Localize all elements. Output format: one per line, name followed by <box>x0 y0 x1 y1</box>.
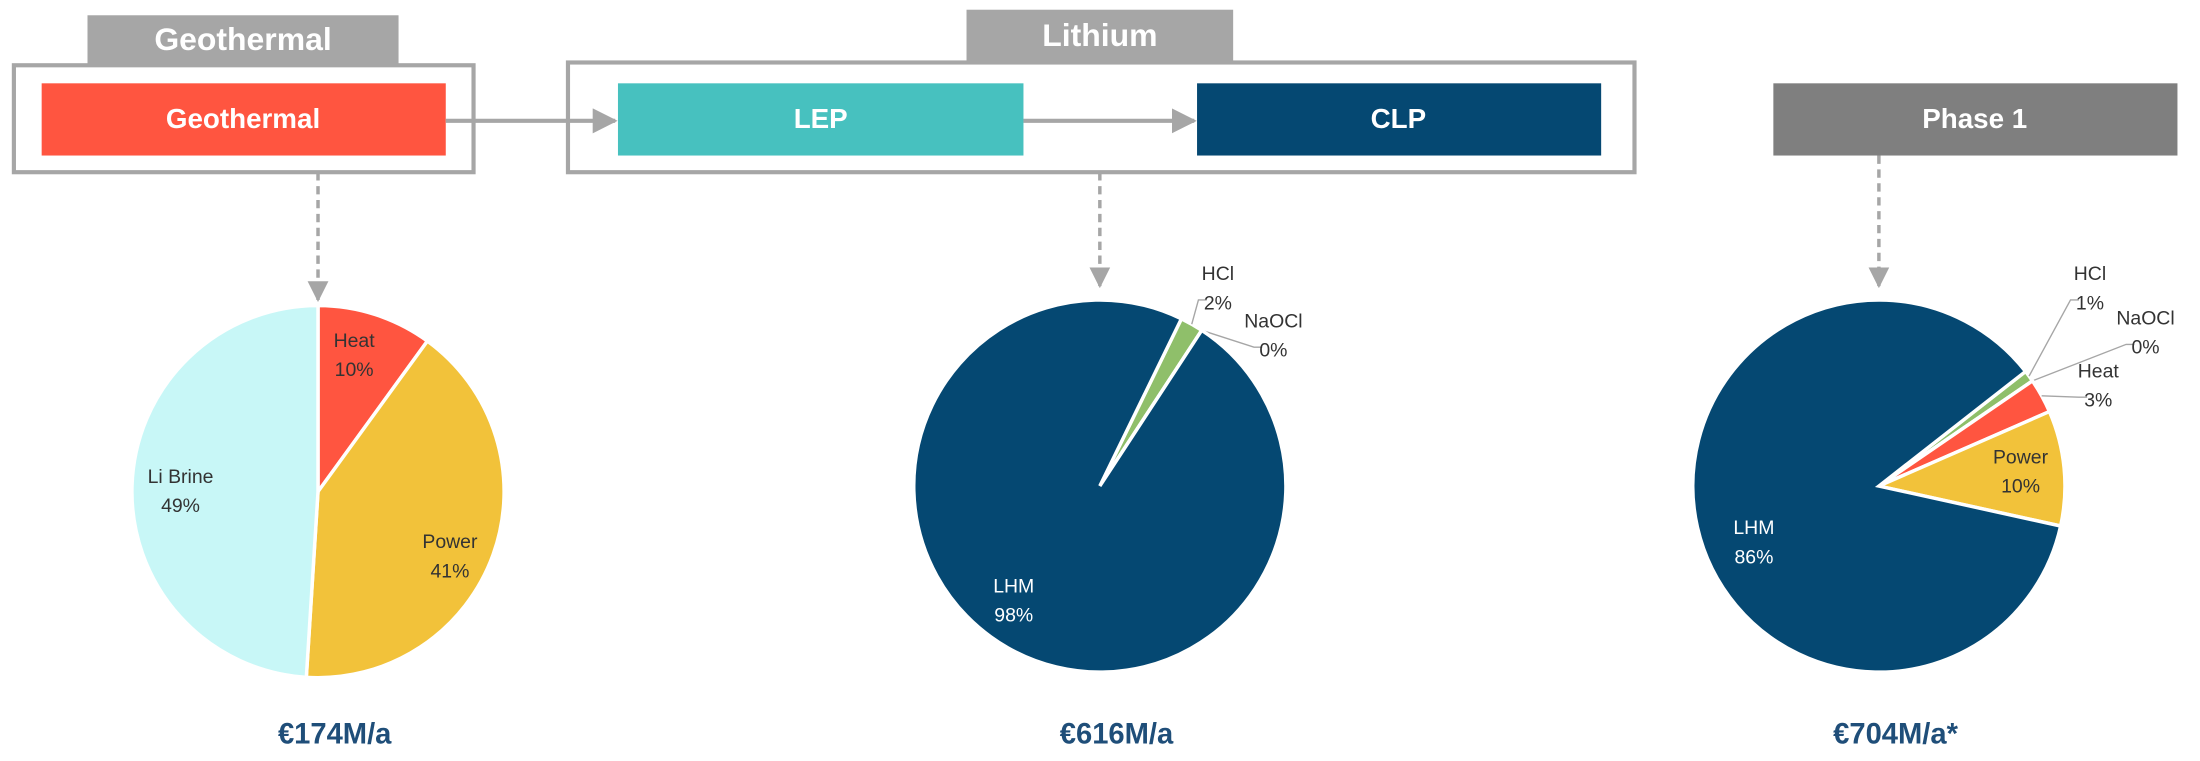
slice-value: 0% <box>1259 339 1287 361</box>
slice-label: Li Brine <box>148 466 214 488</box>
box-label: Geothermal <box>166 103 320 134</box>
slice-value: 10% <box>2001 476 2040 498</box>
leader-line <box>1201 329 1263 348</box>
slice-label: Heat <box>334 330 376 352</box>
pie-slice <box>316 303 430 497</box>
pie-slice <box>130 303 320 680</box>
pie-slice <box>1691 298 2063 674</box>
slice-value: 3% <box>2084 389 2112 411</box>
leader-line <box>2041 395 2088 398</box>
process-box <box>1197 83 1602 156</box>
slice-value: 2% <box>1204 292 1232 314</box>
pie-slice <box>1873 409 2067 529</box>
group-title: Geothermal <box>154 21 331 57</box>
group-header <box>966 9 1234 63</box>
slice-value: 10% <box>335 359 374 381</box>
leader-line <box>2032 343 2135 382</box>
slice-value: 0% <box>2131 337 2159 359</box>
slice-value: 86% <box>1734 546 1773 568</box>
group-header <box>87 15 399 66</box>
slice-label: NaOCl <box>2116 308 2174 330</box>
caption: €616M/a <box>1060 719 1174 751</box>
slice-value: 98% <box>994 605 1033 627</box>
process-box <box>1773 83 2178 156</box>
pie-slice <box>912 298 1288 674</box>
slice-label: LHM <box>993 576 1034 598</box>
slice-label: Power <box>422 531 478 553</box>
slice-value: 1% <box>2076 292 2104 314</box>
box-label: LEP <box>794 103 848 134</box>
slice-label: Heat <box>2078 360 2120 382</box>
slice-label: LHM <box>1733 517 1774 539</box>
leader-line <box>2028 299 2079 377</box>
caption: €704M/a* <box>1833 719 1958 751</box>
slice-label: HCl <box>2074 263 2106 285</box>
box-label: CLP <box>1371 103 1427 134</box>
slice-value: 49% <box>161 495 200 517</box>
process-box <box>41 83 446 156</box>
group-title: Lithium <box>1042 17 1157 53</box>
leader-line <box>1191 299 1207 325</box>
slice-label: Power <box>1993 446 2049 468</box>
pie-slice <box>304 338 506 680</box>
slice-label: HCl <box>1202 263 1234 285</box>
slice-value: 41% <box>430 560 469 582</box>
box-label: Phase 1 <box>1922 103 2027 134</box>
slice-label: NaOCl <box>1244 310 1302 332</box>
caption: €174M/a <box>278 719 392 751</box>
process-box <box>617 83 1024 156</box>
